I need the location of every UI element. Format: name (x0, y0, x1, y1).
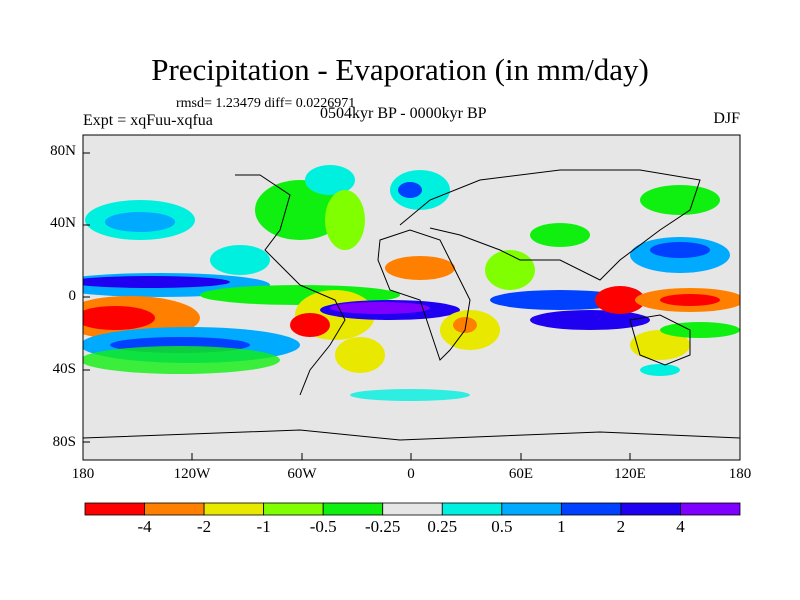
contour-field (83, 165, 740, 401)
colorbar-swatch (680, 502, 741, 516)
lon-tick-label: 120W (173, 466, 211, 482)
colorbar-label: -1 (256, 517, 271, 536)
lon-tick-label: 120E (614, 466, 646, 482)
lon-tick-label: 60W (287, 466, 317, 482)
colorbar-label: 1 (557, 517, 566, 536)
colorbar-swatch (382, 502, 443, 516)
lon-tick-label: 180 (728, 466, 752, 482)
lon-tick-label: 180 (71, 466, 95, 482)
colorbar-label: -0.5 (309, 517, 337, 536)
colorbar-label: -4 (137, 517, 152, 536)
colorbar-label: -0.25 (365, 517, 401, 536)
lat-tick-label: 80N (50, 143, 76, 159)
season-label: DJF (713, 110, 740, 127)
plot-title: Precipitation - Evaporation (in mm/day) (151, 52, 649, 87)
colorbar-swatch (144, 502, 205, 516)
colorbar-swatch (441, 502, 503, 516)
colorbar-swatch (203, 502, 265, 516)
colorbar-label: -2 (196, 517, 212, 536)
lon-tick-label: 60E (508, 466, 534, 482)
experiment-label: Expt = xqFuu-xqfua (83, 112, 213, 129)
colorbar-swatch (263, 502, 324, 516)
colorbar (84, 502, 741, 516)
colorbar-label: 0.25 (427, 517, 458, 536)
colorbar-swatch (501, 502, 562, 516)
colorbar-label: 2 (616, 517, 626, 536)
lat-tick-label: 80S (52, 434, 76, 450)
lat-tick-label: 40S (52, 361, 76, 377)
colorbar-label: 0.5 (491, 517, 513, 536)
colorbar-swatch (84, 502, 145, 516)
colorbar-swatch (560, 502, 622, 516)
colorbar-swatch (322, 502, 384, 516)
axis-ticks (83, 152, 631, 460)
coastlines (82, 169, 741, 441)
colorbar-label: 4 (676, 517, 685, 536)
lat-tick-label: 40N (50, 215, 76, 231)
lon-tick-label: 0 (407, 466, 415, 482)
colorbar-swatch (620, 502, 681, 516)
stats-text: rmsd= 1.23479 diff= 0.0226971 (176, 96, 356, 111)
lat-tick-label: 0 (68, 288, 77, 304)
period-label: 0504kyr BP - 0000kyr BP (320, 105, 487, 122)
